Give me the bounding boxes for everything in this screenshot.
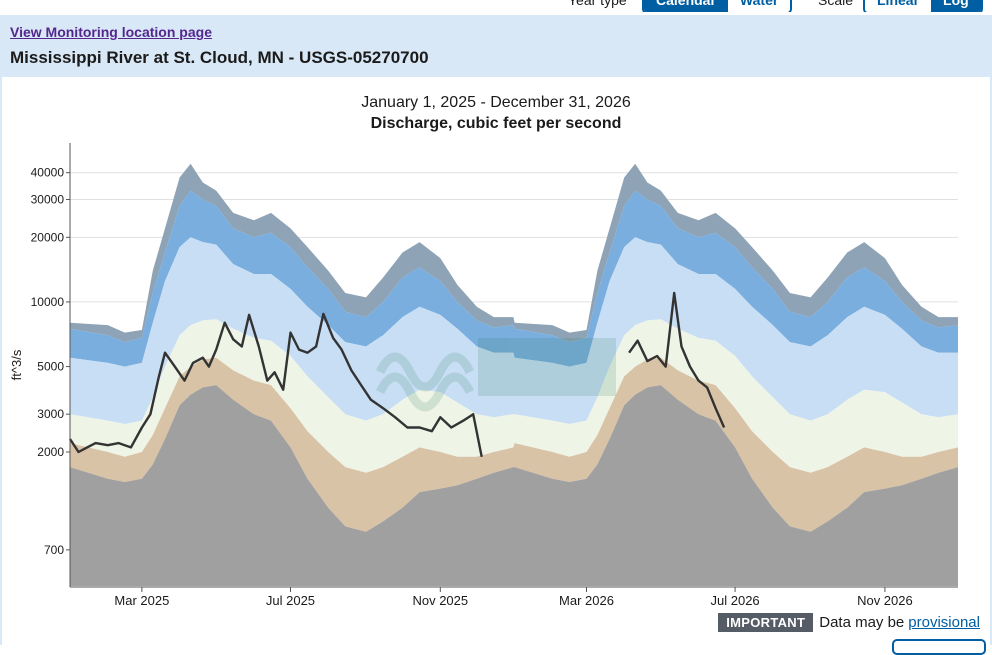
y-tick-label-0: 700 bbox=[44, 543, 64, 557]
scale-label: Scale bbox=[818, 0, 854, 8]
stat-band-5 bbox=[70, 385, 958, 586]
y-tick-label-3: 5000 bbox=[37, 360, 64, 374]
y-tick-label-1: 2000 bbox=[37, 445, 64, 459]
usgs-watermark-icon bbox=[375, 338, 616, 412]
stat-band-1 bbox=[70, 190, 958, 367]
x-tick-label-5: Nov 2026 bbox=[857, 593, 913, 608]
provisional-text: Data may be bbox=[819, 614, 905, 631]
site-name: Mississippi River at St. Cloud, MN - USG… bbox=[10, 48, 429, 67]
year-type-calendar-button[interactable]: Calendar bbox=[644, 0, 728, 12]
y-tick-label-2: 3000 bbox=[37, 407, 64, 421]
monitoring-location-link[interactable]: View Monitoring location page bbox=[10, 24, 212, 40]
x-tick-label-4: Jul 2026 bbox=[711, 593, 760, 608]
observed-line-1 bbox=[628, 291, 726, 428]
statistics-bands bbox=[70, 163, 958, 586]
site-header: View Monitoring location page Mississipp… bbox=[0, 15, 992, 77]
download-button[interactable] bbox=[892, 639, 986, 655]
observed-line-0 bbox=[68, 312, 483, 458]
y-tick-label-6: 30000 bbox=[31, 193, 65, 207]
chart-date-range: January 1, 2025 - December 31, 2026 bbox=[361, 94, 631, 111]
y-tick-label-5: 20000 bbox=[31, 230, 65, 244]
chart-subtitle: Discharge, cubic feet per second bbox=[370, 115, 622, 132]
x-tick-label-1: Jul 2025 bbox=[266, 593, 315, 608]
x-tick-label-2: Nov 2025 bbox=[412, 593, 468, 608]
x-tick-label-3: Mar 2026 bbox=[559, 593, 614, 608]
year-type-toggle[interactable]: Calendar Water bbox=[642, 0, 793, 12]
x-axis-ticks: Mar 2025 Jul 2025 Nov 2025 Mar 2026 Jul 2026… bbox=[114, 587, 913, 608]
y-tick-label-4: 10000 bbox=[31, 295, 65, 309]
scale-linear-button[interactable]: Linear bbox=[865, 0, 932, 12]
x-tick-label-0: Mar 2025 bbox=[114, 593, 169, 608]
observed-lines bbox=[68, 291, 726, 458]
y-axis-label: ft^3/s bbox=[9, 349, 24, 380]
important-badge: IMPORTANT bbox=[718, 613, 814, 632]
stat-band-2 bbox=[70, 237, 958, 424]
provisional-notice: IMPORTANT Data may be provisional bbox=[718, 613, 980, 632]
chart-controls: Year type Calendar Water Scale Linear Lo… bbox=[0, 0, 992, 12]
stat-band-3 bbox=[70, 319, 958, 473]
scale-toggle[interactable]: Linear Log bbox=[863, 0, 983, 12]
scale-log-button[interactable]: Log bbox=[931, 0, 981, 12]
y-tick-label-7: 40000 bbox=[31, 166, 65, 180]
year-type-label: Year type bbox=[568, 0, 627, 8]
year-type-water-button[interactable]: Water bbox=[727, 0, 791, 12]
provisional-link[interactable]: provisional bbox=[908, 614, 980, 631]
chart-frame bbox=[0, 77, 992, 645]
y-axis-ticks: 700 2000 3000 5000 10000 20000 30000 40000 bbox=[31, 166, 70, 557]
axes bbox=[69, 143, 958, 588]
